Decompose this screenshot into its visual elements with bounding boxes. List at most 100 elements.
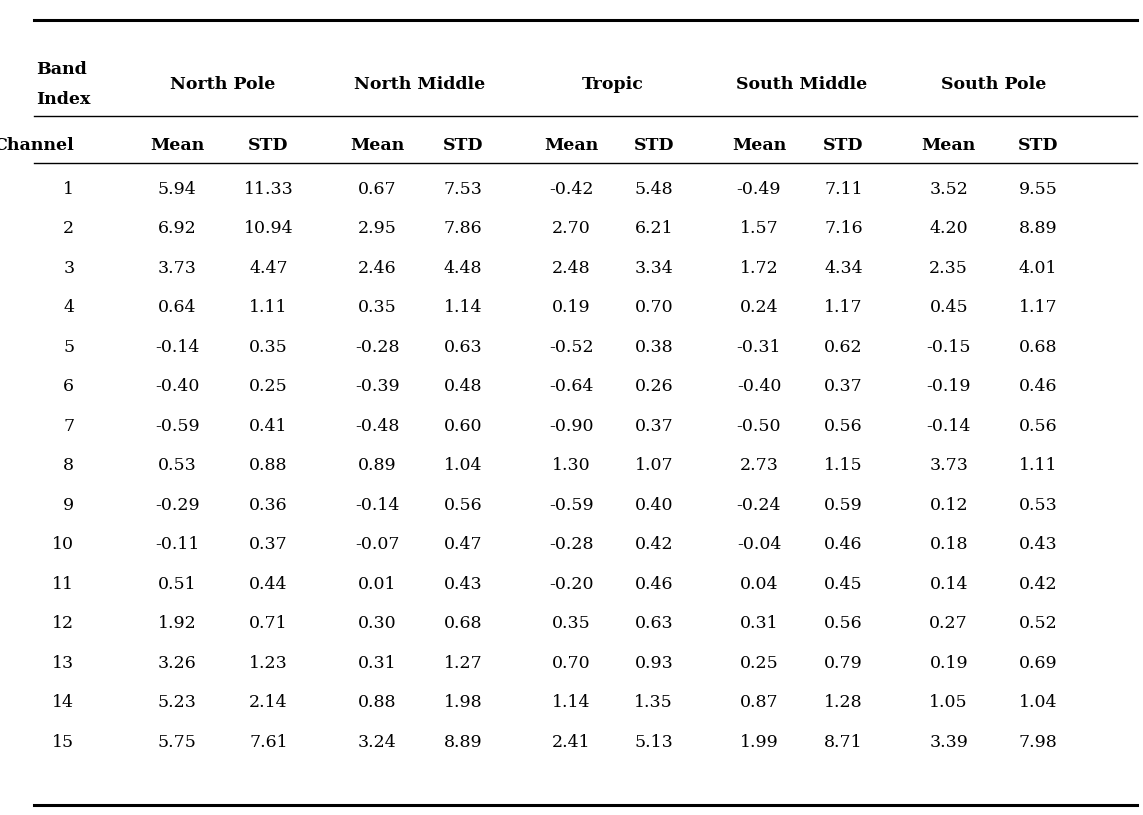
Text: 0.12: 0.12 bbox=[929, 497, 968, 513]
Text: 7: 7 bbox=[63, 418, 74, 434]
Text: 0.35: 0.35 bbox=[249, 339, 288, 355]
Text: 0.71: 0.71 bbox=[249, 615, 288, 632]
Text: 0.93: 0.93 bbox=[634, 655, 673, 672]
Text: 5: 5 bbox=[63, 339, 74, 355]
Text: 0.26: 0.26 bbox=[634, 378, 673, 395]
Text: 3.73: 3.73 bbox=[158, 260, 197, 276]
Text: 0.53: 0.53 bbox=[1018, 497, 1057, 513]
Text: South Pole: South Pole bbox=[941, 76, 1046, 93]
Text: 1.07: 1.07 bbox=[634, 457, 673, 474]
Text: 0.42: 0.42 bbox=[1018, 576, 1057, 593]
Text: 1.27: 1.27 bbox=[443, 655, 482, 672]
Text: 2: 2 bbox=[63, 220, 74, 237]
Text: -0.42: -0.42 bbox=[550, 181, 593, 197]
Text: 3.39: 3.39 bbox=[929, 734, 968, 751]
Text: 1.98: 1.98 bbox=[443, 694, 482, 711]
Text: 8.71: 8.71 bbox=[824, 734, 863, 751]
Text: 0.63: 0.63 bbox=[443, 339, 482, 355]
Text: 6.21: 6.21 bbox=[634, 220, 673, 237]
Text: 8: 8 bbox=[63, 457, 74, 474]
Text: Mean: Mean bbox=[732, 137, 786, 153]
Text: 0.88: 0.88 bbox=[358, 694, 397, 711]
Text: 1.05: 1.05 bbox=[929, 694, 968, 711]
Text: 1.92: 1.92 bbox=[158, 615, 197, 632]
Text: 4.48: 4.48 bbox=[443, 260, 482, 276]
Text: 0.56: 0.56 bbox=[824, 418, 863, 434]
Text: 6.92: 6.92 bbox=[158, 220, 197, 237]
Text: 0.25: 0.25 bbox=[740, 655, 778, 672]
Text: 0.68: 0.68 bbox=[1018, 339, 1057, 355]
Text: 0.35: 0.35 bbox=[552, 615, 591, 632]
Text: -0.40: -0.40 bbox=[737, 378, 781, 395]
Text: 1.99: 1.99 bbox=[740, 734, 778, 751]
Text: -0.50: -0.50 bbox=[737, 418, 781, 434]
Text: 1.17: 1.17 bbox=[824, 299, 863, 316]
Text: 0.64: 0.64 bbox=[158, 299, 197, 316]
Text: -0.29: -0.29 bbox=[154, 497, 200, 513]
Text: 4: 4 bbox=[63, 299, 74, 316]
Text: 3: 3 bbox=[63, 260, 74, 276]
Text: STD: STD bbox=[633, 137, 674, 153]
Text: 3.52: 3.52 bbox=[929, 181, 968, 197]
Text: 0.31: 0.31 bbox=[358, 655, 397, 672]
Text: 5.23: 5.23 bbox=[158, 694, 197, 711]
Text: -0.59: -0.59 bbox=[549, 497, 594, 513]
Text: 1.14: 1.14 bbox=[443, 299, 482, 316]
Text: 0.68: 0.68 bbox=[443, 615, 482, 632]
Text: 6: 6 bbox=[63, 378, 74, 395]
Text: 0.19: 0.19 bbox=[552, 299, 591, 316]
Text: 11.33: 11.33 bbox=[243, 181, 294, 197]
Text: -0.59: -0.59 bbox=[154, 418, 200, 434]
Text: 0.89: 0.89 bbox=[358, 457, 397, 474]
Text: -0.40: -0.40 bbox=[155, 378, 199, 395]
Text: Channel: Channel bbox=[0, 137, 74, 153]
Text: STD: STD bbox=[248, 137, 289, 153]
Text: 0.46: 0.46 bbox=[634, 576, 673, 593]
Text: 9.55: 9.55 bbox=[1018, 181, 1057, 197]
Text: 1.72: 1.72 bbox=[740, 260, 778, 276]
Text: Mean: Mean bbox=[544, 137, 599, 153]
Text: 12: 12 bbox=[53, 615, 74, 632]
Text: 0.31: 0.31 bbox=[740, 615, 778, 632]
Text: 0.46: 0.46 bbox=[1018, 378, 1057, 395]
Text: 0.19: 0.19 bbox=[929, 655, 968, 672]
Text: 0.69: 0.69 bbox=[1018, 655, 1057, 672]
Text: 0.47: 0.47 bbox=[443, 536, 482, 553]
Text: 0.43: 0.43 bbox=[443, 576, 482, 593]
Text: 1.28: 1.28 bbox=[824, 694, 863, 711]
Text: -0.28: -0.28 bbox=[550, 536, 593, 553]
Text: 11: 11 bbox=[53, 576, 74, 593]
Text: 7.61: 7.61 bbox=[249, 734, 288, 751]
Text: 0.30: 0.30 bbox=[358, 615, 397, 632]
Text: 7.11: 7.11 bbox=[824, 181, 863, 197]
Text: 15: 15 bbox=[53, 734, 74, 751]
Text: Mean: Mean bbox=[921, 137, 976, 153]
Text: -0.20: -0.20 bbox=[550, 576, 593, 593]
Text: 0.18: 0.18 bbox=[929, 536, 968, 553]
Text: 0.44: 0.44 bbox=[249, 576, 288, 593]
Text: -0.04: -0.04 bbox=[737, 536, 781, 553]
Text: 10: 10 bbox=[53, 536, 74, 553]
Text: -0.11: -0.11 bbox=[155, 536, 199, 553]
Text: South Middle: South Middle bbox=[736, 76, 866, 93]
Text: 0.01: 0.01 bbox=[358, 576, 397, 593]
Text: 0.42: 0.42 bbox=[634, 536, 673, 553]
Text: 0.35: 0.35 bbox=[358, 299, 397, 316]
Text: -0.49: -0.49 bbox=[737, 181, 781, 197]
Text: 0.51: 0.51 bbox=[158, 576, 197, 593]
Text: 1.11: 1.11 bbox=[249, 299, 288, 316]
Text: North Middle: North Middle bbox=[354, 76, 485, 93]
Text: 0.36: 0.36 bbox=[249, 497, 288, 513]
Text: 13: 13 bbox=[53, 655, 74, 672]
Text: 1.04: 1.04 bbox=[443, 457, 482, 474]
Text: STD: STD bbox=[1017, 137, 1058, 153]
Text: 2.73: 2.73 bbox=[740, 457, 778, 474]
Text: 2.14: 2.14 bbox=[249, 694, 288, 711]
Text: 0.56: 0.56 bbox=[1018, 418, 1057, 434]
Text: North Pole: North Pole bbox=[170, 76, 275, 93]
Text: 0.24: 0.24 bbox=[740, 299, 778, 316]
Text: 0.60: 0.60 bbox=[443, 418, 482, 434]
Text: -0.19: -0.19 bbox=[927, 378, 970, 395]
Text: 0.79: 0.79 bbox=[824, 655, 863, 672]
Text: 0.70: 0.70 bbox=[634, 299, 673, 316]
